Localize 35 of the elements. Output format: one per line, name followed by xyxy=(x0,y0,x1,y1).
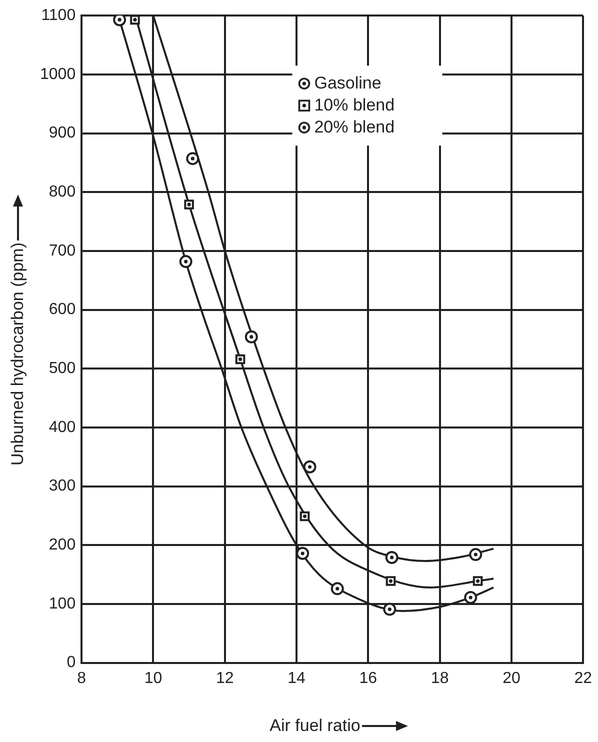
point xyxy=(130,16,140,25)
point xyxy=(300,511,310,522)
y-tick-label: 0 xyxy=(66,654,76,672)
point xyxy=(296,546,310,560)
x-tick-label: 20 xyxy=(502,670,520,687)
y-tick-label: 700 xyxy=(48,242,76,260)
x-tick-label: 22 xyxy=(574,670,592,687)
point xyxy=(383,602,396,616)
x-tick-label: 8 xyxy=(77,670,86,687)
y-tick-label: 900 xyxy=(48,124,76,142)
y-tick-label: 400 xyxy=(48,418,76,436)
x-axis-title: Air fuel ratio xyxy=(270,716,360,736)
point xyxy=(330,582,344,596)
legend-label: 20% blend xyxy=(314,117,395,136)
point xyxy=(186,152,200,166)
legend-label: 10% blend xyxy=(314,95,395,114)
y-tick-label: 600 xyxy=(48,301,76,318)
legend-label: Gasoline xyxy=(314,73,382,92)
x-tick-label: 16 xyxy=(359,670,378,687)
y-tick-label: 1100 xyxy=(41,7,76,24)
y-axis-title: Unburned hydrocarbon (ppm) xyxy=(8,242,28,466)
y-tick-label: 500 xyxy=(48,360,76,378)
point xyxy=(469,548,482,562)
x-tick-label: 10 xyxy=(144,670,162,687)
y-tick-label: 100 xyxy=(48,595,76,612)
x-tick-label: 18 xyxy=(430,670,449,687)
point xyxy=(303,460,316,474)
point xyxy=(386,576,396,586)
y-tick-label: 300 xyxy=(48,478,76,495)
point xyxy=(244,330,258,344)
x-tick-label: 14 xyxy=(288,670,306,687)
y-tick-label: 200 xyxy=(48,536,76,554)
x-tick-label: 12 xyxy=(216,670,234,687)
y-tick-label: 1000 xyxy=(40,66,76,83)
y-tick-label: 800 xyxy=(48,184,76,201)
